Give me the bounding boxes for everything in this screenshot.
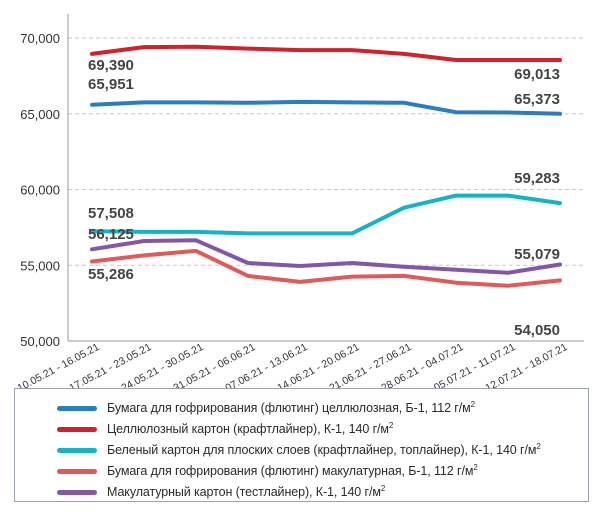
legend-entry: Целлюлозный картон (крафтлайнер), К-1, 1… bbox=[15, 419, 393, 439]
legend-label: Целлюлозный картон (крафтлайнер), К-1, 1… bbox=[107, 421, 394, 437]
y-tick-label: 55,000 bbox=[20, 258, 60, 273]
series-line-4 bbox=[90, 238, 562, 275]
legend-label: Бумага для гофрирования (флютинг) макула… bbox=[107, 463, 478, 479]
data-label-end: 69,013 bbox=[514, 66, 560, 83]
series-line-2 bbox=[90, 193, 562, 236]
legend-swatch bbox=[57, 447, 97, 453]
data-label-start: 65,951 bbox=[88, 76, 134, 93]
legend-label: Макулатурный картон (тестлайнер), К-1, 1… bbox=[107, 484, 386, 500]
y-tick-label: 65,000 bbox=[20, 107, 60, 122]
legend-swatch bbox=[57, 489, 97, 495]
y-tick-label: 60,000 bbox=[20, 183, 60, 198]
data-label-start: 55,286 bbox=[88, 266, 134, 283]
legend-label: Беленый картон для плоских слоев (крафтл… bbox=[107, 442, 541, 458]
series-line-3 bbox=[90, 248, 562, 288]
legend-entry: Бумага для гофрирования (флютинг) макула… bbox=[15, 461, 478, 481]
legend-swatch bbox=[57, 468, 97, 474]
legend-entry: Бумага для гофрирования (флютинг) целлюл… bbox=[15, 398, 475, 418]
legend-swatch bbox=[57, 405, 97, 411]
series-line-1 bbox=[90, 44, 562, 62]
data-label-end: 54,050 bbox=[514, 322, 560, 339]
data-label-start: 57,508 bbox=[88, 205, 134, 222]
legend: Бумага для гофрирования (флютинг) целлюл… bbox=[14, 388, 589, 502]
data-label-start: 56,125 bbox=[88, 226, 134, 243]
data-label-end: 65,373 bbox=[514, 91, 560, 108]
y-tick-label: 50,000 bbox=[20, 334, 60, 349]
legend-swatch bbox=[57, 426, 97, 432]
data-label-end: 55,079 bbox=[514, 246, 560, 263]
legend-label: Бумага для гофрирования (флютинг) целлюл… bbox=[107, 400, 475, 416]
data-label-end: 59,283 bbox=[514, 170, 560, 187]
legend-entry: Беленый картон для плоских слоев (крафтл… bbox=[15, 440, 541, 460]
data-label-start: 69,390 bbox=[88, 57, 134, 74]
legend-entry: Макулатурный картон (тестлайнер), К-1, 1… bbox=[15, 482, 385, 502]
series-line-0 bbox=[90, 99, 562, 116]
y-tick-label: 70,000 bbox=[20, 31, 60, 46]
